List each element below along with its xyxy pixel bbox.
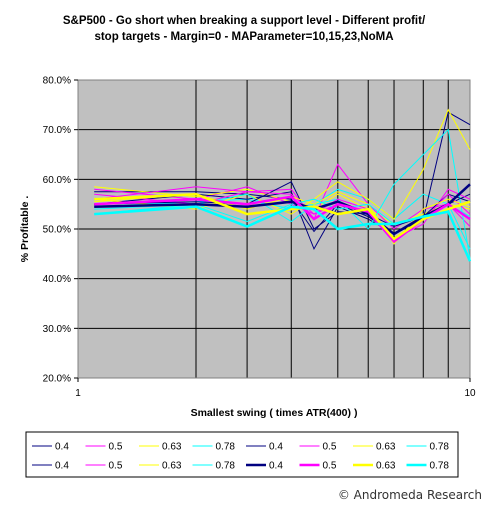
credit-text: © Andromeda Research (338, 488, 482, 502)
series-line-11 (94, 191, 471, 245)
x-tick-label: 1 (75, 388, 81, 399)
legend-label: 0.78 (430, 442, 450, 453)
legend-item: 0.4 (32, 442, 69, 453)
legend-item: 0.63 (353, 461, 396, 472)
y-tick-label: 40.0% (43, 274, 71, 285)
legend-label: 0.63 (162, 461, 182, 472)
legend-item: 0.4 (246, 461, 283, 472)
legend-label: 0.78 (216, 461, 236, 472)
y-tick-label: 70.0% (43, 125, 71, 136)
legend-label: 0.5 (323, 442, 337, 453)
legend: 0.4 0.5 0.63 0.78 0.4 0.5 0.63 0.78 0.4 0.5 0.63 0.… (25, 431, 459, 478)
series-line-10 (94, 186, 471, 243)
y-axis-label: % Profitable . (19, 196, 31, 263)
legend-item: 0.63 (353, 442, 396, 453)
series-line-7 (94, 108, 471, 220)
legend-item: 0.5 (85, 442, 123, 453)
legend-box (25, 431, 459, 478)
y-tick-label: 30.0% (43, 324, 71, 335)
y-axis: 20.0% 30.0% 40.0% 50.0% 60.0% 70.0% 80.0% (43, 76, 79, 385)
chart-title: S&P500 - Go short when breaking a suppor… (63, 15, 426, 43)
legend-label: 0.4 (55, 442, 69, 453)
chart-title-line: S&P500 - Go short when breaking a suppor… (63, 15, 426, 27)
legend-item: 0.78 (406, 442, 450, 453)
legend-item: 0.63 (139, 461, 182, 472)
legend-item: 0.4 (246, 442, 283, 453)
legend-label: 0.78 (430, 461, 450, 472)
legend-item: 0.5 (299, 442, 337, 453)
legend-label: 0.63 (376, 461, 396, 472)
legend-item: 0.78 (192, 442, 236, 453)
legend-item: 0.5 (85, 461, 123, 472)
legend-item: 0.5 (299, 461, 337, 472)
legend-label: 0.78 (216, 442, 236, 453)
x-tick-label: 10 (464, 388, 476, 399)
legend-label: 0.5 (323, 461, 337, 472)
legend-item: 0.78 (406, 461, 450, 472)
legend-label: 0.63 (162, 442, 182, 453)
legend-label: 0.5 (109, 442, 123, 453)
legend-item: 0.4 (32, 461, 69, 472)
y-tick-label: 80.0% (43, 76, 71, 87)
series-line-13 (94, 183, 471, 236)
series-line-6 (94, 163, 471, 230)
legend-label: 0.4 (269, 442, 283, 453)
y-tick-label: 50.0% (43, 225, 71, 236)
x-axis: 1 10 (75, 377, 476, 399)
series-line-16 (94, 205, 472, 262)
legend-label: 0.4 (269, 461, 283, 472)
legend-label: 0.5 (109, 461, 123, 472)
y-tick-label: 60.0% (43, 175, 71, 186)
x-axis-label: Smallest swing ( times ATR(400) ) (191, 407, 358, 419)
legend-label: 0.4 (55, 461, 69, 472)
legend-label: 0.63 (376, 442, 396, 453)
series-group (94, 108, 472, 262)
y-tick-label: 20.0% (43, 374, 71, 385)
chart-title-line: stop targets - Margin=0 - MAParameter=10… (94, 31, 393, 43)
legend-item: 0.63 (139, 442, 182, 453)
series-line-4 (94, 188, 471, 220)
legend-item: 0.78 (192, 461, 236, 472)
